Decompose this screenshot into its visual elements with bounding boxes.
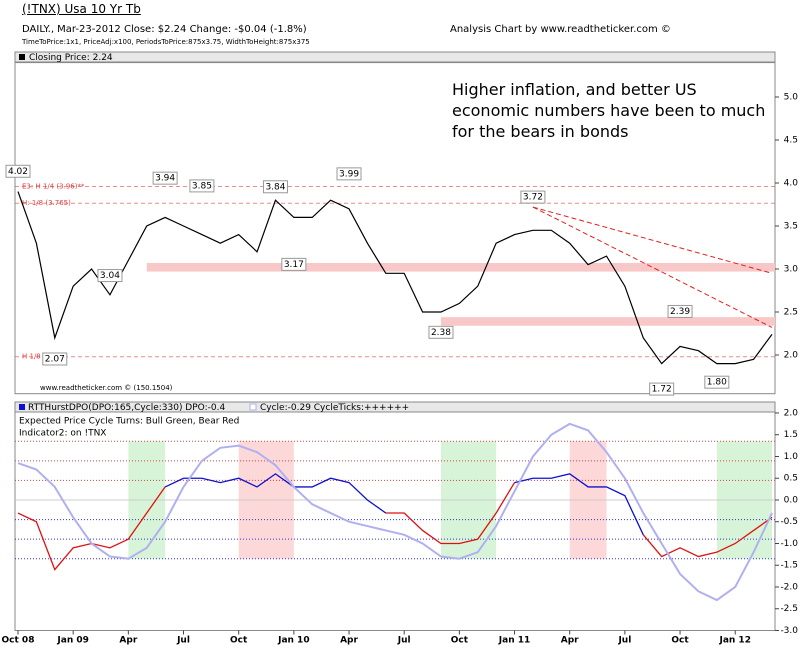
price-label: 3.84 — [265, 182, 285, 192]
panel-strip — [14, 401, 776, 413]
x-tick-label: Jul — [176, 636, 190, 646]
price-label-box — [42, 352, 68, 366]
price-label: 3.94 — [155, 174, 175, 184]
x-tick-label: Oct — [671, 636, 689, 646]
price-label-box — [667, 304, 693, 318]
y-tick-label: -3.0 — [780, 626, 798, 636]
x-tick-label: Jan 12 — [718, 636, 751, 646]
price-label: 3.72 — [523, 193, 543, 203]
price-label: 2.07 — [45, 354, 65, 364]
dpo-line — [642, 516, 773, 558]
panel: 2.0 1.5 1.0 0.5 0.0 -0.5 -1.0 -1.5 -2.0 -2.5 -3.0 O… — [2, 401, 799, 646]
y-tick-label: 0.5 — [784, 474, 798, 484]
price-label: 1.80 — [707, 378, 727, 388]
x-tick-label: Apr — [340, 636, 358, 646]
price-label-box — [281, 257, 307, 271]
summary: DAILY., Mar-23-2012 Close: $2.24 Change:… — [22, 24, 307, 35]
x-tick-label: Jan 11 — [498, 636, 531, 646]
x-tick-label: Apr — [561, 636, 579, 646]
watermark: www.readtheticker.com © (150.1504) — [40, 384, 173, 392]
level-label: E3: H 1/4 (3.96)** — [22, 182, 85, 190]
price-label: 4.02 — [8, 167, 28, 177]
annotation: Higher inflation, and better US economic … — [452, 80, 765, 141]
dpo-line — [164, 473, 387, 514]
trendline — [532, 206, 773, 274]
note: Expected Price Cycle Turns: Bull Green, … — [19, 417, 239, 427]
y-tick-label: 0.0 — [784, 495, 799, 505]
panel: 2.0 2.5 3.0 3.5 4.0 4.5 5.0 Closing Price: 2.24… — [5, 51, 799, 396]
chart-heading: (!TNX) Usa 10 Yr Tb — [22, 2, 141, 16]
y-tick-label: -1.0 — [780, 539, 798, 549]
x-tick-label: Jan 10 — [277, 636, 310, 646]
band — [440, 317, 775, 326]
y-tick-label: 2.5 — [784, 308, 798, 318]
dpo-line — [385, 482, 516, 545]
price-label: 3.99 — [339, 169, 359, 179]
x-tick-label: Oct 08 — [2, 636, 35, 646]
x-tick-label: Oct — [230, 636, 248, 646]
x-tick-label: Jan 09 — [56, 636, 89, 646]
header: (!TNX) Usa 10 Yr Tb DAILY., Mar-23-2012 … — [0, 0, 800, 52]
band — [146, 262, 776, 272]
price-label: 2.39 — [670, 307, 690, 317]
legend-swatch — [19, 404, 25, 410]
note: Indicator2: on !TNX — [19, 429, 106, 439]
annotation-line: economic numbers have been to much — [452, 101, 765, 120]
level-label: H: 1/8 (3.765) — [22, 199, 71, 207]
price-label-box — [189, 179, 215, 193]
y-tick-label: 4.5 — [784, 136, 798, 146]
trendline — [532, 206, 773, 328]
y-tick-label: 3.0 — [784, 265, 799, 275]
x-tick-label: Jul — [617, 636, 631, 646]
price-label: 1.72 — [652, 385, 672, 395]
price-label: 3.04 — [100, 271, 120, 281]
y-tick-label: 3.5 — [784, 222, 798, 232]
price-label-box — [5, 164, 31, 178]
legend-item: Cycle:-0.29 CycleTicks:++++++ — [260, 403, 409, 413]
plot-frame — [14, 62, 776, 395]
x-tick-label: Jul — [397, 636, 411, 646]
legend-swatch — [249, 403, 257, 411]
annotation-line: Higher inflation, and better US — [452, 80, 697, 99]
y-tick-label: 1.5 — [784, 430, 798, 440]
y-tick-label: -1.5 — [780, 561, 798, 571]
settings: TimeToPrice:1x1, PriceAdj:x100, PeriodsT… — [22, 38, 310, 46]
y-tick-label: -2.5 — [780, 604, 798, 614]
price-label-box — [520, 190, 546, 204]
y-tick-label: 5.0 — [784, 93, 799, 103]
y-tick-label: 2.0 — [784, 351, 799, 361]
y-tick-label: -0.5 — [780, 517, 798, 527]
price-label-box — [336, 167, 362, 181]
legend-item: RTTHurstDPO(DPO:165,Cycle:330) DPO:-0.4 — [28, 403, 225, 413]
x-tick-label: Oct — [451, 636, 469, 646]
price-label-box — [704, 375, 730, 389]
strip-icon — [19, 54, 25, 60]
price-label-box — [428, 325, 454, 339]
dpo-line — [514, 473, 644, 536]
price-label: 2.38 — [431, 328, 451, 338]
x-tick-label: Apr — [119, 636, 137, 646]
price-label: 3.85 — [192, 181, 212, 191]
price-label-box — [152, 171, 178, 185]
price-label-box — [262, 180, 288, 194]
panel-strip — [14, 51, 776, 63]
price-label-box — [649, 382, 675, 396]
y-tick-label: 1.0 — [784, 452, 799, 462]
y-tick-label: -2.0 — [780, 582, 798, 592]
panel-title: Closing Price: 2.24 — [29, 53, 113, 63]
series-line — [17, 422, 773, 602]
credit: Analysis Chart by www.readtheticker.com … — [450, 24, 671, 35]
y-tick-label: 4.0 — [784, 179, 799, 189]
series-line — [17, 191, 773, 365]
annotation-line: for the bears in bonds — [452, 122, 628, 141]
price-label-box — [97, 269, 123, 283]
price-label: 3.17 — [284, 260, 304, 270]
y-tick-label: 2.0 — [784, 408, 799, 418]
